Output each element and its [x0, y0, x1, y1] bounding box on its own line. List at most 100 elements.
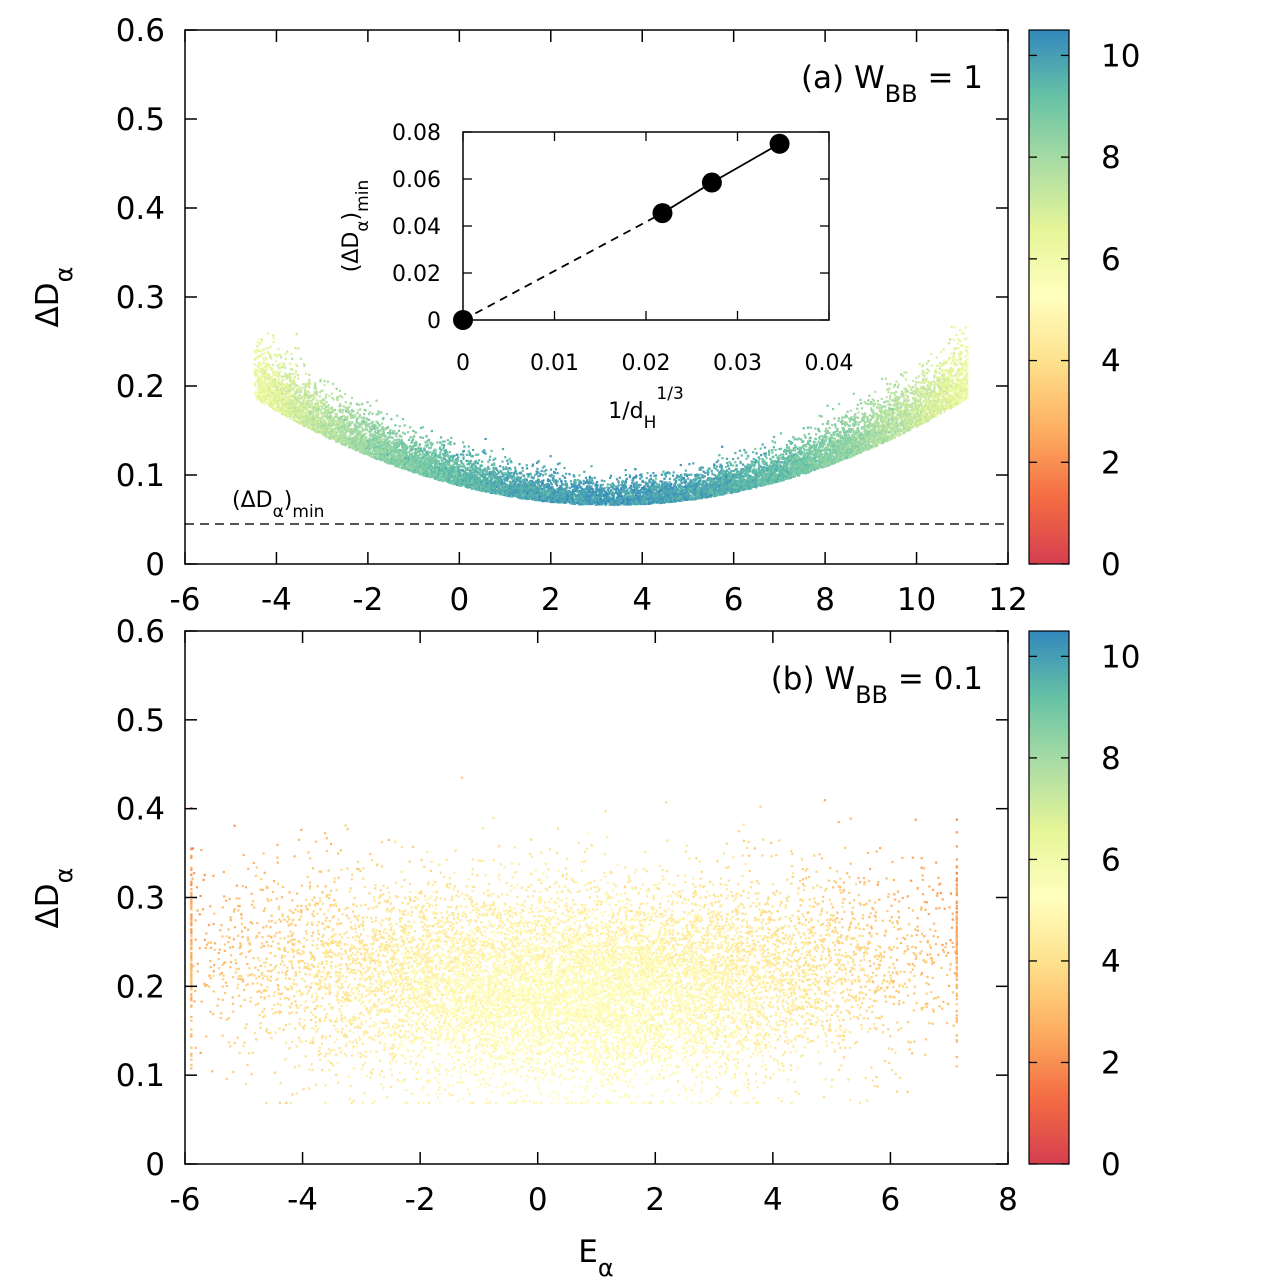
scatter-point — [267, 332, 269, 334]
scatter-point — [933, 374, 935, 376]
scatter-point — [626, 478, 628, 480]
scatter-point — [879, 410, 881, 412]
scatter-point — [462, 441, 464, 443]
scatter-point — [477, 454, 479, 456]
scatter-point — [857, 424, 859, 426]
scatter-point — [687, 478, 689, 480]
scatter-point — [639, 478, 641, 480]
scatter-point — [419, 444, 421, 446]
scatter-point — [380, 411, 382, 413]
scatter-point — [314, 385, 316, 387]
scatter-point — [964, 346, 966, 348]
scatter-point — [650, 475, 652, 477]
scatter-point — [378, 412, 380, 414]
scatter-point — [399, 425, 401, 427]
scatter-point — [884, 418, 886, 420]
scatter-point — [726, 458, 728, 460]
scatter-point — [746, 458, 748, 460]
scatter-point — [266, 367, 268, 369]
scatter-point — [889, 395, 891, 397]
scatter-point — [602, 484, 604, 486]
scatter-point — [468, 445, 470, 447]
scatter-point — [345, 401, 347, 403]
scatter-point — [506, 460, 508, 462]
scatter-point — [526, 467, 528, 469]
scatter-point — [425, 435, 427, 437]
scatter-point — [294, 347, 296, 349]
scatter-point — [771, 440, 773, 442]
scatter-point — [904, 388, 906, 390]
scatter-point — [286, 351, 288, 353]
scatter-point — [886, 400, 888, 402]
scatter-point — [450, 437, 452, 439]
scatter-point — [279, 371, 281, 373]
scatter-point — [773, 446, 775, 448]
scatter-point — [479, 468, 481, 470]
scatter-point — [718, 454, 720, 456]
scatter-point — [260, 353, 262, 355]
scatter-point — [867, 418, 869, 420]
scatter-point — [792, 436, 794, 438]
scatter-point — [346, 422, 348, 424]
scatter-point — [832, 408, 834, 410]
scatter-point — [959, 329, 961, 331]
scatter-point — [394, 424, 396, 426]
scatter-point — [662, 471, 664, 473]
scatter-point — [910, 388, 912, 390]
scatter-point — [297, 347, 299, 349]
scatter-point — [838, 420, 840, 422]
scatter-point — [732, 458, 734, 460]
scatter-point — [453, 443, 455, 445]
scatter-point — [839, 434, 841, 436]
scatter-point — [894, 394, 896, 396]
scatter-point — [297, 374, 299, 376]
scatter-point — [545, 473, 547, 475]
scatter-point — [870, 401, 872, 403]
scatter-point — [655, 475, 657, 477]
scatter-point — [713, 463, 715, 465]
scatter-point — [264, 366, 266, 368]
scatter-point — [820, 442, 822, 444]
scatter-point — [639, 484, 641, 486]
scatter-point — [752, 451, 754, 453]
scatter-point — [456, 454, 458, 456]
scatter-point — [817, 428, 819, 430]
scatter-point — [257, 355, 259, 357]
scatter-point — [263, 362, 265, 364]
scatter-point — [702, 467, 704, 469]
scatter-point — [958, 347, 960, 349]
scatter-point — [692, 496, 694, 498]
scatter-point — [912, 380, 914, 382]
scatter-point — [836, 430, 838, 432]
scatter-point — [945, 362, 947, 364]
scatter-point — [486, 470, 488, 472]
scatter-point — [509, 458, 511, 460]
scatter-point — [314, 387, 316, 389]
scatter-point — [411, 442, 413, 444]
scatter-point — [569, 487, 571, 489]
scatter-point — [302, 387, 304, 389]
scatter-point — [583, 471, 585, 473]
scatter-point — [716, 461, 718, 463]
scatter-point — [387, 426, 389, 428]
scatter-point — [365, 433, 367, 435]
scatter-point — [439, 451, 441, 453]
scatter-point — [711, 471, 713, 473]
scatter-point — [891, 399, 893, 401]
scatter-point — [304, 389, 306, 391]
scatter-point — [742, 464, 744, 466]
scatter-point — [309, 413, 311, 415]
scatter-point — [279, 354, 281, 356]
scatter-point — [926, 362, 928, 364]
scatter-point — [533, 477, 535, 479]
scatter-point — [429, 451, 431, 453]
scatter-point — [672, 475, 674, 477]
scatter-point — [967, 353, 969, 355]
scatter-point — [833, 434, 835, 436]
scatter-point — [690, 474, 692, 476]
scatter-point — [501, 461, 503, 463]
scatter-point — [685, 470, 687, 472]
scatter-point — [502, 468, 504, 470]
scatter-point — [697, 477, 699, 479]
